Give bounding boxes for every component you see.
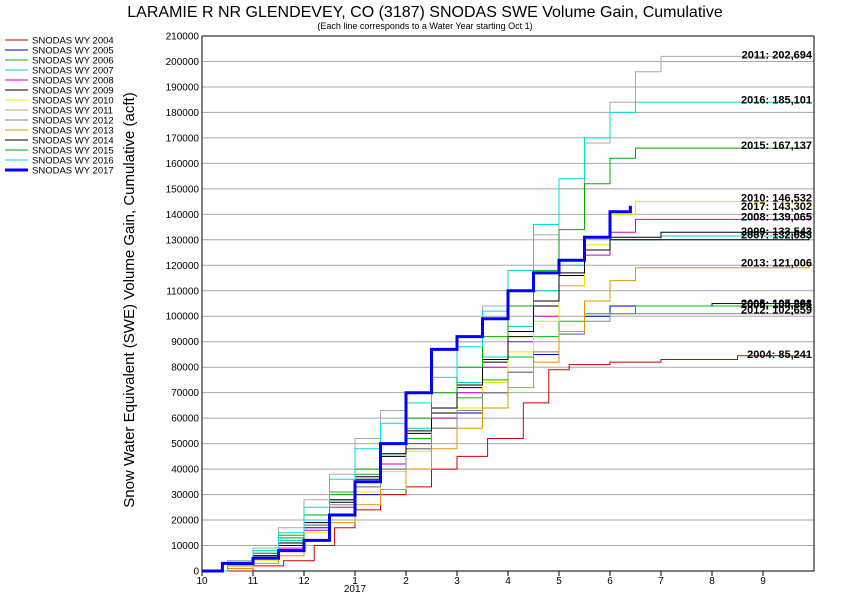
end-label: 2008: 139,065: [741, 212, 812, 224]
y-tick-label: 20000: [171, 516, 199, 527]
series-line-snodas-wy-2004: [202, 353, 810, 572]
x-tick-label: 7: [658, 576, 664, 587]
x-year-label: 2017: [344, 584, 367, 595]
legend-entry: SNODAS WY 2016: [32, 156, 114, 167]
x-tick-label: 10: [196, 576, 208, 587]
legend-entry: SNODAS WY 2014: [32, 136, 114, 147]
x-tick-label: 2: [403, 576, 409, 587]
end-label: 2013: 121,006: [741, 258, 812, 270]
y-tick-label: 180000: [166, 108, 200, 119]
y-tick-label: 40000: [171, 465, 199, 476]
y-tick-label: 170000: [166, 133, 200, 144]
y-tick-label: 60000: [171, 414, 199, 425]
legend-entry: SNODAS WY 2017: [32, 166, 114, 177]
chart-subtitle: (Each line corresponds to a Water Year s…: [317, 21, 532, 31]
y-tick-label: 30000: [171, 490, 199, 501]
y-tick-label: 110000: [166, 286, 199, 297]
plot-frame: [201, 35, 815, 572]
y-tick-label: 80000: [171, 363, 199, 374]
end-label: 2012: 102,659: [741, 304, 812, 316]
end-label: 2011: 202,694: [742, 50, 813, 62]
y-tick-label: 120000: [166, 261, 200, 272]
legend-entry: SNODAS WY 2006: [32, 56, 114, 67]
axis-layer: 0 10000 20000 30000 40000 50000 60000 70000 8000…: [166, 32, 815, 587]
series-layer: [202, 54, 810, 573]
end-label: 2015: 167,137: [741, 140, 812, 152]
y-tick-label: 70000: [171, 388, 199, 399]
y-axis-label: Snow Water Equivalent (SWE) Volume Gain,…: [121, 92, 138, 507]
end-label: 2009: 133,543: [741, 226, 812, 238]
x-tick-label: 4: [505, 576, 511, 587]
x-tick-label: 5: [556, 576, 562, 587]
chart-title: LARAMIE R NR GLENDEVEY, CO (3187) SNODAS…: [127, 4, 723, 21]
legend-entry: SNODAS WY 2012: [32, 116, 114, 127]
x-tick-label: 11: [248, 576, 259, 587]
legend-entry: SNODAS WY 2015: [32, 146, 114, 157]
series-line-snodas-wy-2017: [202, 205, 632, 573]
legend-entry: SNODAS WY 2011: [32, 106, 113, 117]
y-tick-label: 90000: [171, 337, 199, 348]
y-tick-label: 160000: [166, 159, 200, 170]
legend-entry: SNODAS WY 2008: [32, 76, 114, 87]
legend-entry: SNODAS WY 2004: [32, 36, 114, 47]
end-label: 2016: 185,101: [741, 94, 812, 106]
x-tick-label: 9: [760, 576, 766, 587]
y-tick-label: 140000: [166, 210, 200, 221]
y-tick-label: 200000: [166, 57, 200, 68]
x-tick-label: 12: [298, 576, 310, 587]
end-label: 2006: 104,891: [741, 299, 812, 311]
x-tick-label: 6: [607, 576, 613, 587]
x-tick-label: 1: [352, 576, 358, 587]
end-label: 2010: 146,532: [741, 193, 812, 205]
x-tick-label: 8: [709, 576, 715, 587]
end-label: 2004: 85,241: [747, 349, 812, 361]
end-label: 2017: 143,302: [741, 201, 812, 213]
y-tick-label: 0: [193, 567, 199, 578]
end-label: 2007: 132,083: [741, 230, 812, 242]
legend-entry: SNODAS WY 2010: [32, 96, 114, 107]
legend-entry: SNODAS WY 2009: [32, 86, 114, 97]
y-tick-label: 150000: [166, 184, 200, 195]
legend-entry: SNODAS WY 2013: [32, 126, 114, 137]
end-label: 2005: 105,288: [741, 298, 812, 310]
legend-entry: SNODAS WY 2007: [32, 66, 114, 77]
y-tick-label: 10000: [171, 541, 199, 552]
legend-entry: SNODAS WY 2005: [32, 46, 114, 57]
y-tick-label: 130000: [166, 235, 200, 246]
y-tick-label: 100000: [166, 312, 200, 323]
y-tick-label: 190000: [166, 82, 200, 93]
y-tick-label: 50000: [171, 439, 199, 450]
y-tick-label: 210000: [166, 32, 200, 43]
x-tick-label: 3: [454, 576, 460, 587]
